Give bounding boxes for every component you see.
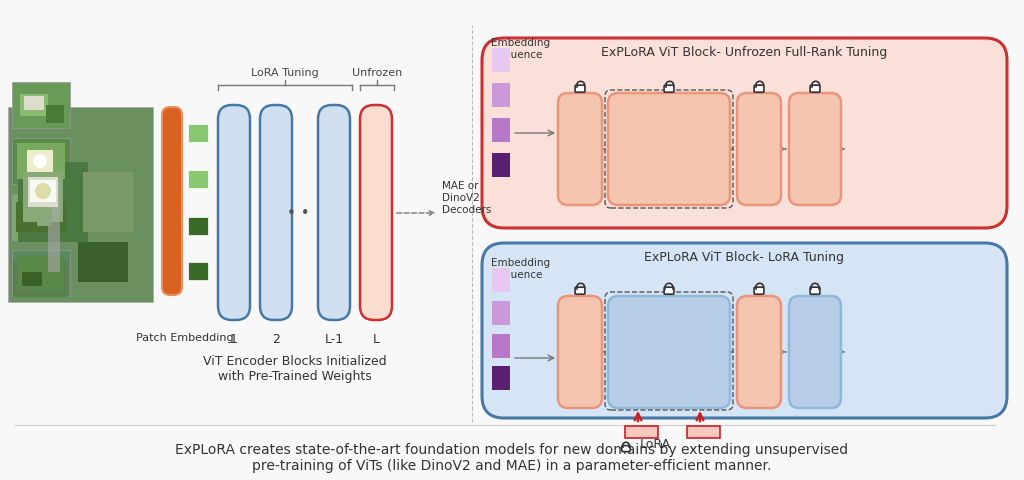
FancyBboxPatch shape bbox=[260, 105, 292, 320]
FancyBboxPatch shape bbox=[665, 287, 674, 294]
Bar bbox=[12, 194, 70, 240]
Text: Embedding
Sequence: Embedding Sequence bbox=[490, 38, 550, 60]
Text: Norm: Norm bbox=[741, 346, 777, 359]
FancyBboxPatch shape bbox=[162, 107, 182, 295]
Text: Norm: Norm bbox=[741, 143, 777, 156]
Bar bbox=[492, 334, 510, 358]
Bar bbox=[687, 426, 720, 438]
Bar bbox=[492, 268, 510, 292]
Bar bbox=[83, 172, 133, 232]
Bar bbox=[492, 366, 510, 390]
Text: Unfrozen: Unfrozen bbox=[352, 68, 402, 78]
FancyBboxPatch shape bbox=[218, 105, 250, 320]
Text: • •: • • bbox=[287, 205, 309, 220]
Bar bbox=[188, 262, 208, 280]
Text: ExPLoRA ViT Block- Unfrozen Full-Rank Tuning: ExPLoRA ViT Block- Unfrozen Full-Rank Tu… bbox=[601, 46, 888, 59]
Bar bbox=[78, 242, 128, 282]
Text: Q: Q bbox=[633, 363, 643, 376]
Circle shape bbox=[35, 183, 51, 199]
FancyBboxPatch shape bbox=[754, 287, 764, 294]
FancyBboxPatch shape bbox=[608, 93, 730, 205]
Text: Attention: Attention bbox=[638, 143, 699, 156]
Bar bbox=[492, 48, 510, 72]
Bar bbox=[18, 162, 88, 242]
Bar bbox=[13, 262, 68, 297]
Text: MAE or
DinoV2
Decoders: MAE or DinoV2 Decoders bbox=[442, 181, 492, 215]
Bar bbox=[12, 250, 70, 296]
FancyBboxPatch shape bbox=[737, 93, 781, 205]
Bar bbox=[18, 256, 63, 290]
Text: Patch Embedding: Patch Embedding bbox=[136, 333, 233, 343]
FancyBboxPatch shape bbox=[558, 93, 602, 205]
Bar bbox=[188, 217, 208, 235]
FancyBboxPatch shape bbox=[622, 445, 630, 452]
Bar bbox=[625, 426, 657, 438]
Bar bbox=[188, 170, 208, 188]
Text: MLP: MLP bbox=[802, 346, 828, 359]
FancyBboxPatch shape bbox=[810, 287, 820, 294]
Text: 2: 2 bbox=[272, 333, 280, 346]
FancyBboxPatch shape bbox=[810, 85, 820, 92]
Text: L: L bbox=[373, 333, 380, 346]
Text: 1: 1 bbox=[230, 333, 238, 346]
Bar bbox=[28, 177, 58, 207]
FancyBboxPatch shape bbox=[575, 287, 585, 294]
Bar bbox=[37, 208, 52, 226]
Bar bbox=[492, 83, 510, 107]
Text: MLP: MLP bbox=[802, 143, 828, 156]
Bar bbox=[48, 182, 60, 272]
FancyBboxPatch shape bbox=[318, 105, 350, 320]
Bar bbox=[30, 180, 56, 202]
FancyBboxPatch shape bbox=[482, 38, 1007, 228]
FancyBboxPatch shape bbox=[575, 85, 585, 92]
FancyBboxPatch shape bbox=[360, 105, 392, 320]
Bar bbox=[492, 301, 510, 325]
FancyBboxPatch shape bbox=[558, 296, 602, 408]
FancyBboxPatch shape bbox=[790, 93, 841, 205]
Circle shape bbox=[33, 154, 47, 168]
Text: LoRA Tuning: LoRA Tuning bbox=[251, 68, 318, 78]
Text: Attention: Attention bbox=[640, 336, 697, 348]
FancyBboxPatch shape bbox=[790, 296, 841, 408]
FancyBboxPatch shape bbox=[737, 296, 781, 408]
FancyBboxPatch shape bbox=[665, 85, 674, 92]
Bar bbox=[46, 105, 63, 123]
Bar bbox=[16, 202, 66, 232]
Bar bbox=[23, 172, 63, 222]
Bar bbox=[12, 82, 70, 128]
Text: Embedding
Sequence: Embedding Sequence bbox=[490, 258, 550, 279]
Text: ViT Encoder Blocks Initialized
with Pre-Trained Weights: ViT Encoder Blocks Initialized with Pre-… bbox=[203, 355, 387, 383]
Bar bbox=[27, 150, 53, 172]
Bar bbox=[492, 118, 510, 142]
Bar bbox=[492, 153, 510, 177]
Text: Norm: Norm bbox=[562, 346, 598, 359]
Bar bbox=[17, 143, 65, 179]
Text: ExPLoRA creates state-of-the-art foundation models for new domains by extending : ExPLoRA creates state-of-the-art foundat… bbox=[175, 443, 849, 473]
Bar bbox=[12, 138, 70, 184]
FancyBboxPatch shape bbox=[608, 296, 730, 408]
Bar bbox=[188, 124, 208, 142]
Text: Norm: Norm bbox=[562, 143, 598, 156]
Bar bbox=[8, 107, 153, 302]
Bar bbox=[24, 96, 44, 110]
Text: V: V bbox=[695, 363, 705, 376]
Bar bbox=[20, 94, 48, 116]
Text: ExPLoRA ViT Block- LoRA Tuning: ExPLoRA ViT Block- LoRA Tuning bbox=[644, 251, 845, 264]
Text: K: K bbox=[665, 363, 674, 376]
FancyBboxPatch shape bbox=[754, 85, 764, 92]
Bar bbox=[22, 272, 42, 286]
Text: L-1: L-1 bbox=[325, 333, 344, 346]
FancyBboxPatch shape bbox=[482, 243, 1007, 418]
Text: LoRA: LoRA bbox=[640, 437, 671, 451]
